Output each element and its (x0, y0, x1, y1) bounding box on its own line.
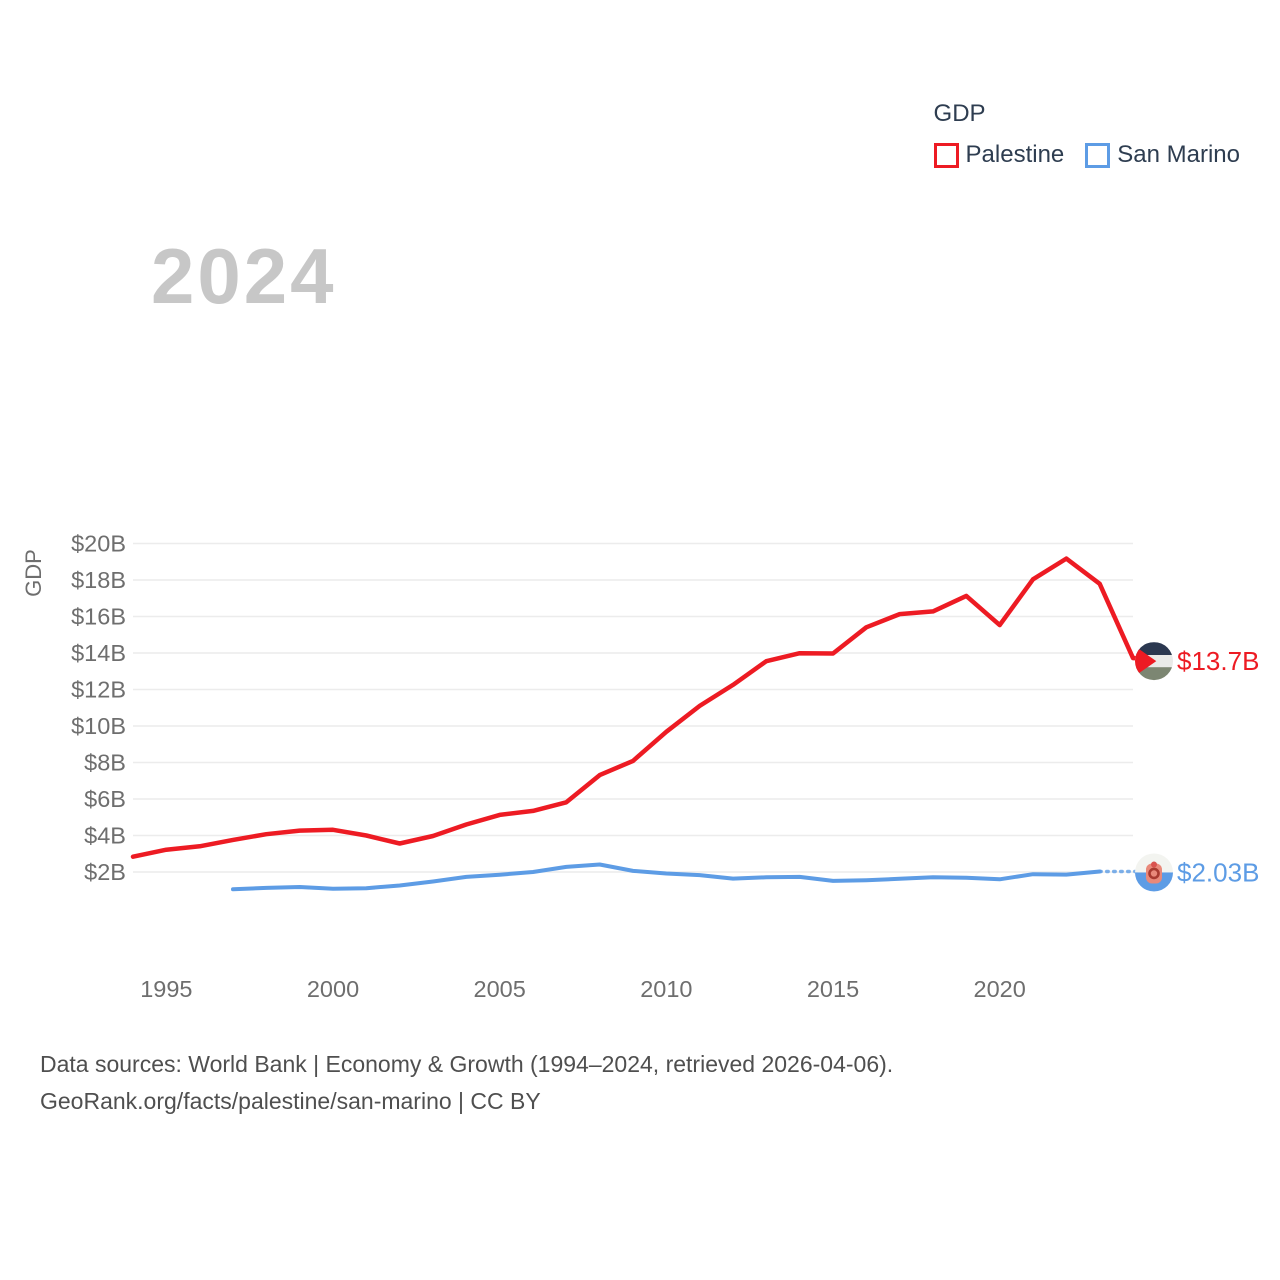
san-marino-swatch-icon (1085, 142, 1111, 168)
x-tick-label: 2015 (807, 976, 859, 1002)
y-tick-label: $14B (71, 640, 126, 666)
legend-item-san-marino[interactable]: San Marino (1085, 141, 1240, 169)
footer-sources: Data sources: World Bank | Economy & Gro… (40, 1051, 894, 1077)
x-tick-label: 2000 (307, 976, 359, 1002)
watermark-year: 2024 (151, 232, 337, 320)
y-tick-label: $18B (71, 567, 126, 593)
footer: Data sources: World Bank | Economy & Gro… (40, 1046, 893, 1120)
y-tick-label: $10B (71, 713, 126, 739)
palestine-line (130, 556, 1144, 859)
footer-link: GeoRank.org/facts/palestine/san-marino |… (40, 1088, 541, 1114)
palestine-swatch-icon (933, 142, 959, 168)
y-tick-label: $2B (84, 859, 126, 885)
y-tick-label: $8B (84, 750, 126, 776)
san-marino-end-label: $2.03B (1177, 858, 1259, 888)
x-tick-label: 2010 (640, 976, 692, 1002)
legend-item-label: Palestine (965, 141, 1065, 168)
x-tick-label: 2005 (474, 976, 526, 1002)
y-tick-label: $6B (84, 786, 126, 812)
y-tick-label: $12B (71, 677, 126, 703)
x-tick-label: 2020 (974, 976, 1026, 1002)
legend: GDP Palestine San Marino (933, 100, 1240, 169)
y-tick-label: $16B (71, 604, 126, 630)
x-tick-label: 1995 (140, 976, 192, 1002)
legend-item-palestine[interactable]: Palestine (933, 141, 1065, 169)
san-marino-flag-icon (1135, 853, 1173, 892)
palestine-end-label: $13.7B (1177, 646, 1259, 676)
legend-items: Palestine San Marino (933, 141, 1240, 169)
san-marino-line (231, 862, 1102, 892)
y-axis-label: GDP (21, 549, 46, 597)
y-tick-label: $4B (84, 823, 126, 849)
y-tick-label: $20B (71, 531, 126, 557)
legend-item-label: San Marino (1117, 141, 1240, 168)
palestine-flag-icon (1135, 642, 1173, 681)
legend-title: GDP (933, 100, 986, 127)
